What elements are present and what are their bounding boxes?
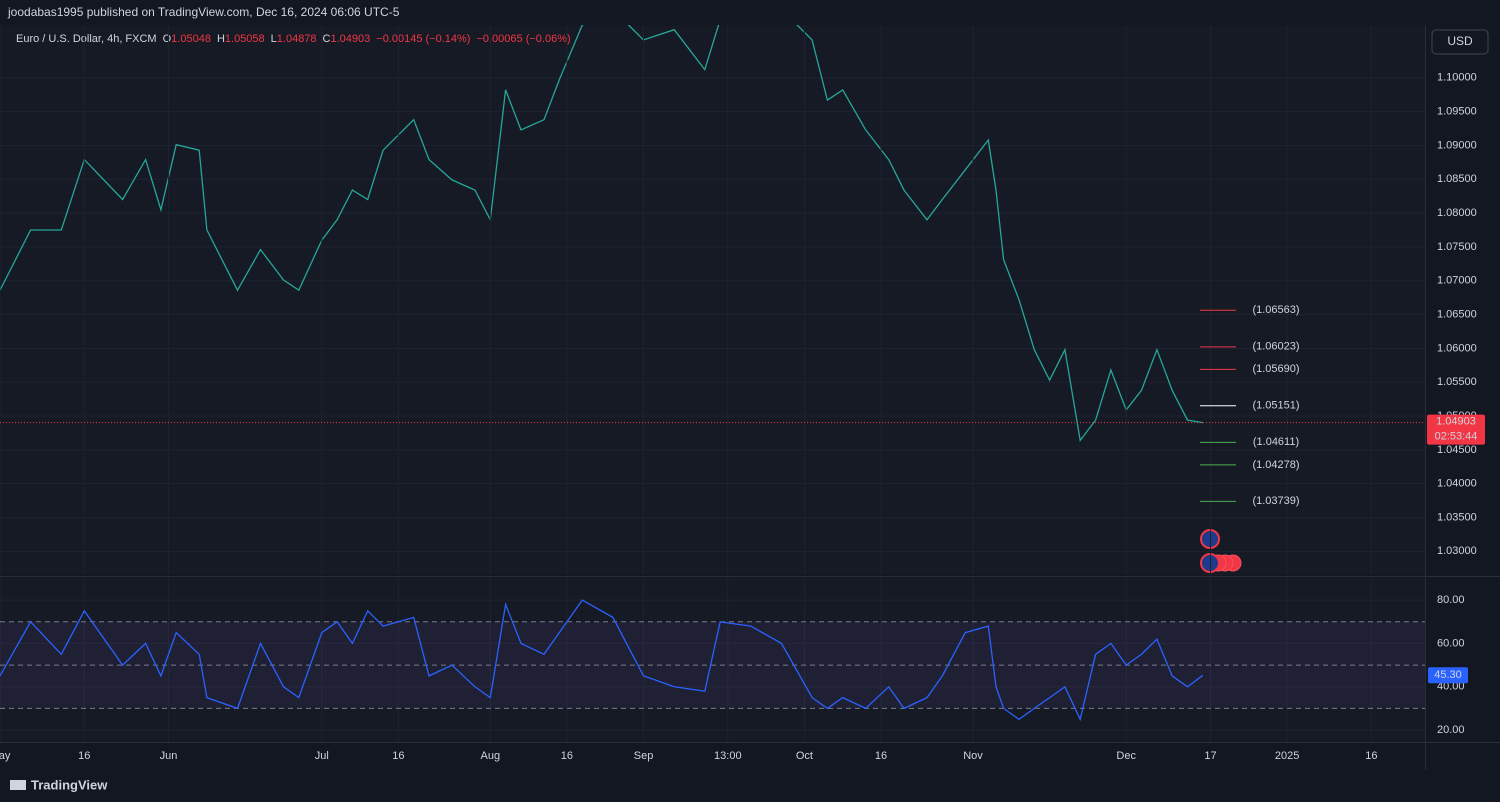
currency[interactable]: USD bbox=[1447, 34, 1473, 48]
x-tick-label: Sep bbox=[634, 750, 654, 762]
y-tick-label: 1.09000 bbox=[1437, 139, 1477, 151]
y-tick-label: 40.00 bbox=[1437, 681, 1465, 693]
level-label: (1.04611) bbox=[1253, 436, 1299, 448]
legend-item: 1.05048 bbox=[171, 33, 211, 45]
legend-item: −0.00145 (−0.14%) bbox=[376, 33, 470, 45]
legend-item: −0.00065 (−0.06%) bbox=[476, 33, 570, 45]
level-label: (1.05151) bbox=[1252, 400, 1299, 412]
countdown: 02:53:44 bbox=[1435, 430, 1478, 442]
rsi-pane bbox=[0, 578, 1425, 742]
x-tick-label: Aug bbox=[481, 750, 501, 762]
legend-item: H bbox=[217, 33, 225, 45]
x-tick-label: Oct bbox=[796, 750, 813, 762]
legend-item: C bbox=[323, 33, 331, 45]
x-tick-label: 16 bbox=[392, 750, 404, 762]
y-tick-label: 1.04000 bbox=[1437, 478, 1477, 490]
level-label: (1.04278) bbox=[1252, 459, 1299, 471]
y-tick-label: 1.10000 bbox=[1437, 72, 1477, 84]
legend-item: O bbox=[163, 33, 172, 45]
level-label: (1.03739) bbox=[1252, 495, 1299, 507]
x-tick-label: 2025 bbox=[1275, 750, 1299, 762]
y-tick-label: 1.08500 bbox=[1437, 173, 1477, 185]
price-pane bbox=[0, 25, 1425, 575]
y-tick-label: 1.08000 bbox=[1437, 207, 1477, 219]
y-tick-label: 20.00 bbox=[1437, 724, 1465, 736]
y-tick-label: 1.03000 bbox=[1437, 545, 1477, 557]
y-tick-label: 1.05500 bbox=[1437, 376, 1477, 388]
x-tick-label: 16 bbox=[875, 750, 887, 762]
currency-button[interactable] bbox=[1431, 29, 1489, 55]
x-tick-label: Jun bbox=[160, 750, 178, 762]
rsi-value-label: 45.30 bbox=[1434, 669, 1462, 681]
y-tick-label: 1.06000 bbox=[1437, 342, 1477, 354]
level-label: (1.05690) bbox=[1252, 363, 1299, 375]
y-tick-label: 1.06500 bbox=[1437, 308, 1477, 320]
x-tick-label: Dec bbox=[1116, 750, 1136, 762]
x-tick-label: Jul bbox=[315, 750, 329, 762]
pane bbox=[0, 599, 1425, 731]
x-tick-label: 16 bbox=[78, 750, 90, 762]
publisher: joodabas1995 published on TradingView.co… bbox=[7, 5, 400, 19]
y-tick-label: 1.07500 bbox=[1437, 241, 1477, 253]
x-tick-label: 16 bbox=[561, 750, 573, 762]
legend-item: Euro / U.S. Dollar, 4h, FXCM bbox=[16, 33, 157, 45]
level-label: (1.06563) bbox=[1252, 304, 1299, 316]
x-tick-label: 17 bbox=[1204, 750, 1216, 762]
rsi-value-box bbox=[1428, 667, 1468, 684]
y-tick-label: 1.03500 bbox=[1437, 511, 1477, 523]
x-tick-label: 13:00 bbox=[714, 750, 742, 762]
brand: TradingView bbox=[31, 777, 108, 792]
y-tick-label: 1.07000 bbox=[1437, 275, 1477, 287]
legend-item: 1.04878 bbox=[277, 33, 317, 45]
level-label: (1.06023) bbox=[1252, 341, 1299, 353]
legend-item: 1.05058 bbox=[225, 33, 265, 45]
series-line bbox=[0, 599, 1204, 722]
legend-item: 1.04903 bbox=[331, 33, 371, 45]
last-price-box bbox=[1427, 414, 1485, 445]
x-tick-label: May bbox=[0, 750, 11, 762]
y-tick-label: 80.00 bbox=[1437, 594, 1465, 606]
logo bbox=[10, 780, 26, 790]
y-tick-label: 1.04500 bbox=[1437, 444, 1477, 456]
y-tick-label: 1.09500 bbox=[1437, 105, 1477, 117]
last-price-label: 1.04903 bbox=[1436, 415, 1476, 427]
x-tick-label: Nov bbox=[963, 750, 983, 762]
legend: Euro / U.S. Dollar, 4h, FXCM O1.05048 H1.0… bbox=[16, 33, 571, 45]
y-tick-label: 60.00 bbox=[1437, 637, 1465, 649]
x-tick-label: 16 bbox=[1365, 750, 1377, 762]
legend-item: L bbox=[271, 33, 277, 45]
